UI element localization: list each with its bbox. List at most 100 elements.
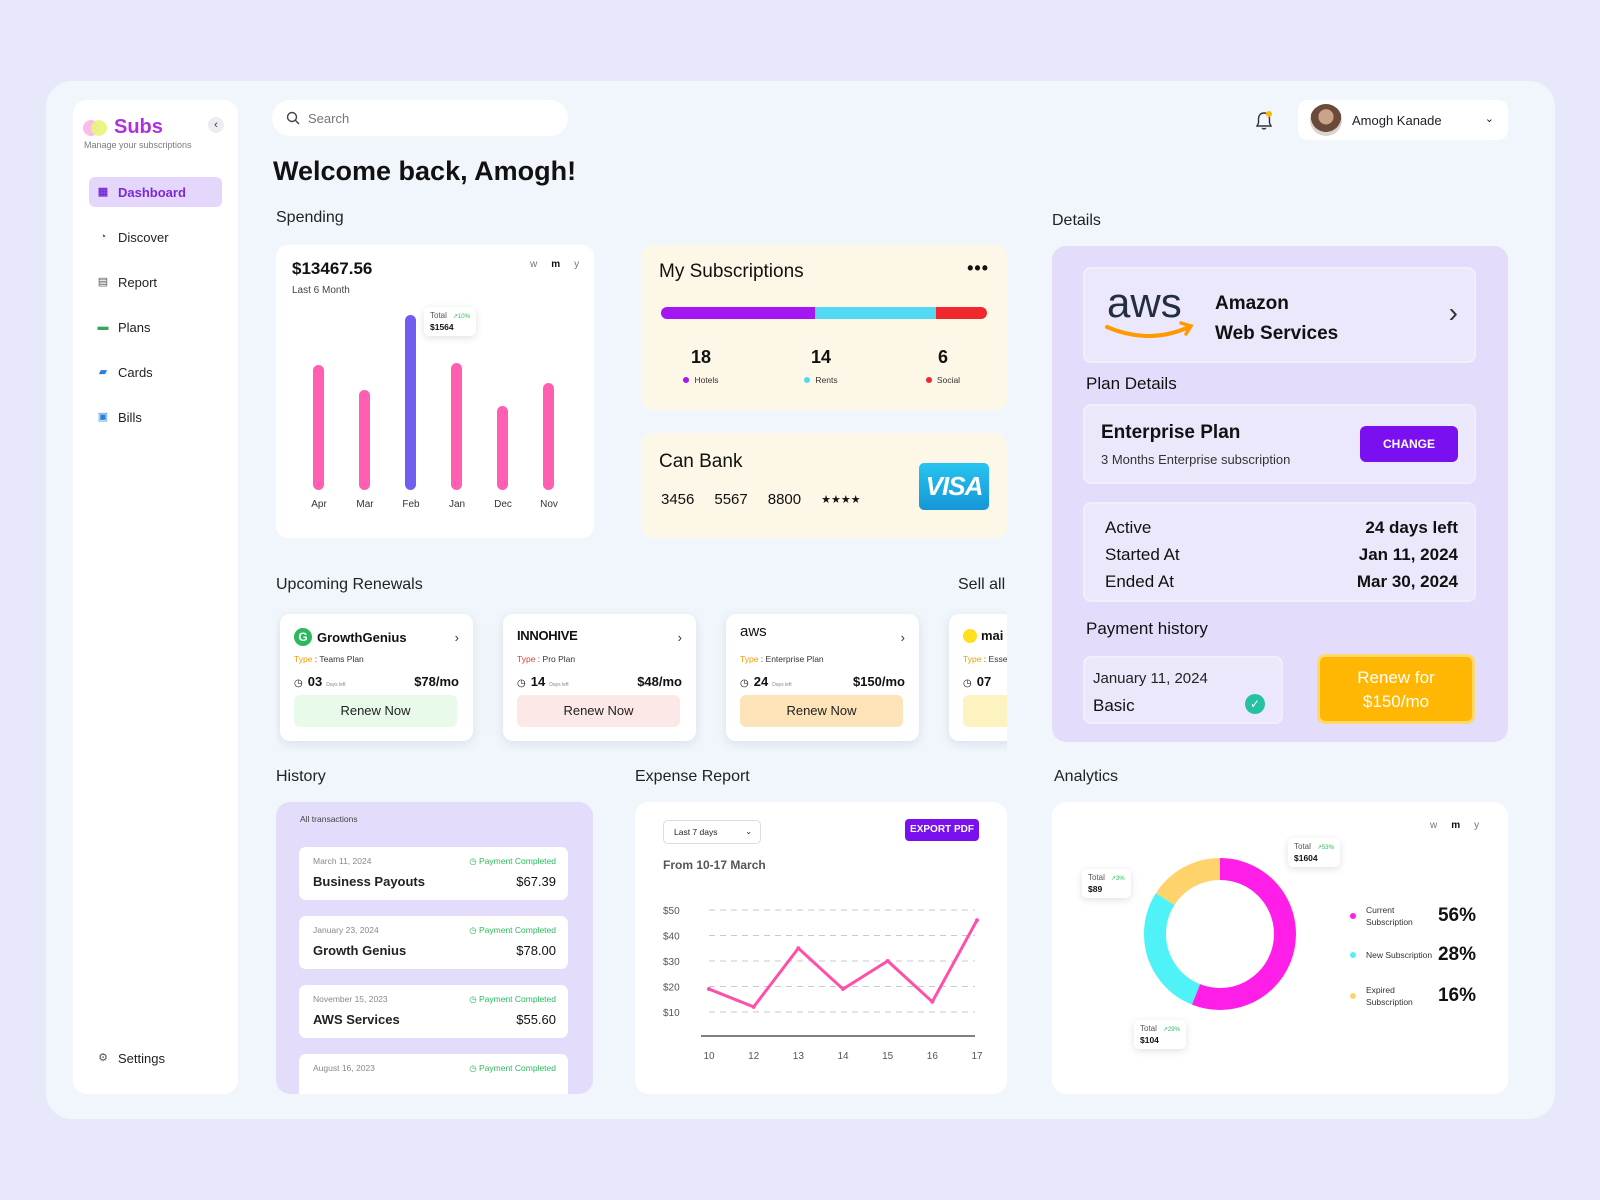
- history-panel: All transactions March 11, 2024 ◷ Paymen…: [276, 802, 593, 1094]
- chevron-right-icon[interactable]: ›: [454, 630, 459, 645]
- series-line: [707, 918, 979, 1009]
- bar-apr[interactable]: [313, 365, 324, 490]
- stat-rents: 14 Rents: [781, 347, 861, 385]
- chevron-right-icon[interactable]: ›: [677, 630, 682, 645]
- app-tagline: Manage your subscriptions: [84, 140, 192, 150]
- bar-jan[interactable]: [451, 362, 462, 490]
- bar-dec[interactable]: [497, 406, 508, 490]
- analytics-tooltip: Total ↗29% $104: [1134, 1020, 1186, 1049]
- range-month[interactable]: m: [551, 259, 561, 270]
- range-week[interactable]: w: [530, 259, 538, 270]
- renewal-name: INNOHIVE: [517, 628, 578, 643]
- plan-details-title: Plan Details: [1086, 374, 1177, 393]
- data-point[interactable]: [707, 987, 711, 992]
- card-number-part: 5567: [714, 491, 748, 508]
- bar-mar[interactable]: [359, 390, 370, 490]
- data-point[interactable]: [796, 946, 801, 951]
- history-date: March 11, 2024: [313, 856, 372, 866]
- renewal-card[interactable]: INNOHIVE › Type : Pro Plan ◷ 14 Days left …: [503, 614, 696, 741]
- clock-icon: ◷: [294, 678, 303, 689]
- data-point[interactable]: [975, 918, 979, 923]
- data-point[interactable]: [885, 959, 890, 963]
- renewal-card[interactable]: aws › Type : Enterprise Plan ◷ 24 Days lef…: [726, 614, 919, 741]
- range-month[interactable]: m: [1451, 820, 1461, 831]
- sidebar-item-bills[interactable]: ▣ Bills: [89, 402, 222, 432]
- renew-now-button[interactable]: [963, 695, 1007, 727]
- bar-label: Apr: [311, 499, 327, 510]
- search-input[interactable]: [308, 110, 538, 126]
- date-range-select[interactable]: Last 7 days ⌄: [663, 820, 761, 844]
- collapse-sidebar-icon[interactable]: ‹: [208, 117, 224, 133]
- status-value: 24 days left: [1365, 518, 1458, 537]
- history-amount: $78.00: [516, 943, 556, 958]
- clock-icon: ◷: [469, 994, 479, 1004]
- sidebar-item-settings[interactable]: ⚙ Settings: [89, 1043, 222, 1073]
- tooltip-value: $104: [1140, 1035, 1159, 1045]
- renewal-card[interactable]: G GrowthGenius › Type : Teams Plan ◷ 03 Day…: [280, 614, 473, 741]
- renewal-days: 24: [753, 674, 769, 689]
- chevron-right-icon[interactable]: ›: [1448, 297, 1458, 328]
- tooltip-label: Total: [1088, 873, 1105, 882]
- donut-slice-2[interactable]: [1144, 858, 1296, 1010]
- renew-now-button[interactable]: Renew Now: [517, 695, 680, 727]
- tooltip-label: Total: [430, 311, 447, 320]
- app-logo[interactable]: Subs: [83, 116, 163, 139]
- bank-card[interactable]: Can Bank 3456 5567 8800 ★★★★ VISA: [641, 433, 1007, 538]
- user-menu[interactable]: Amogh Kanade ⌄: [1298, 100, 1508, 140]
- list-item[interactable]: August 16, 2023 ◷ Payment Completed: [299, 1054, 568, 1094]
- bar-feb[interactable]: [405, 315, 416, 490]
- chevron-right-icon[interactable]: ›: [900, 630, 905, 645]
- sidebar-item-cards[interactable]: ▰ Cards: [89, 357, 222, 387]
- range-week[interactable]: w: [1430, 820, 1438, 831]
- see-all-link[interactable]: Sell all: [958, 576, 1006, 593]
- visa-logo: VISA: [919, 463, 989, 510]
- export-pdf-button[interactable]: EXPORT PDF: [905, 819, 979, 841]
- renewal-days: 14: [530, 674, 546, 689]
- renew-button[interactable]: Renew for $150/mo: [1317, 654, 1475, 724]
- legend-label: Expired Subscription: [1366, 985, 1413, 1007]
- renew-now-button[interactable]: Renew Now: [740, 695, 903, 727]
- chevron-down-icon: ⌄: [1484, 113, 1494, 125]
- sidebar-item-report[interactable]: ▤ Report: [89, 267, 222, 297]
- spending-tooltip: Total ↗10% $1564: [424, 307, 476, 336]
- subscriptions-title: My Subscriptions: [659, 261, 804, 282]
- x-tick-label: 15: [882, 1051, 894, 1062]
- y-tick-label: $50: [663, 906, 680, 917]
- renewal-card[interactable]: mai Type : Esse ◷ 07: [949, 614, 1007, 741]
- analytics-range-toggle: w m y: [1430, 820, 1479, 831]
- sidebar-item-discover[interactable]: ◔ Discover: [89, 222, 222, 252]
- donut-slice-1[interactable]: [1144, 858, 1296, 1010]
- renew-now-button[interactable]: Renew Now: [294, 695, 457, 727]
- data-point[interactable]: [751, 1004, 756, 1009]
- data-point[interactable]: [930, 999, 935, 1004]
- history-name: Business Payouts: [313, 874, 425, 889]
- type-label: Type: [517, 654, 536, 664]
- subscriptions-progress-bar: [661, 307, 987, 319]
- legend-current: Current Subscription 56%: [1350, 904, 1476, 928]
- list-item[interactable]: November 15, 2023 ◷ Payment Completed AW…: [299, 985, 568, 1038]
- search-bar[interactable]: [272, 100, 568, 136]
- range-year[interactable]: y: [1474, 820, 1480, 831]
- gear-icon: ⚙: [98, 1052, 108, 1064]
- analytics-title: Analytics: [1054, 768, 1119, 785]
- status-value: Jan 11, 2024: [1358, 545, 1458, 564]
- payment-history-item[interactable]: January 11, 2024 Basic ✓: [1083, 656, 1283, 724]
- sidebar-item-dashboard[interactable]: ▦ Dashboard: [89, 177, 222, 207]
- more-options-icon[interactable]: •••: [967, 258, 989, 278]
- renewals-carousel: G GrowthGenius › Type : Teams Plan ◷ 03 Day…: [276, 600, 1007, 760]
- notification-bell-icon[interactable]: [1254, 110, 1274, 132]
- sidebar-item-plans[interactable]: ▬ Plans: [89, 312, 222, 342]
- list-item[interactable]: March 11, 2024 ◷ Payment Completed Busin…: [299, 847, 568, 900]
- list-item[interactable]: January 23, 2024 ◷ Payment Completed Gro…: [299, 916, 568, 969]
- range-year[interactable]: y: [574, 259, 580, 270]
- change-plan-button[interactable]: CHANGE: [1360, 426, 1458, 462]
- x-tick-label: 17: [971, 1051, 983, 1062]
- provider-card[interactable]: aws Amazon Web Services ›: [1083, 267, 1476, 363]
- renewal-type: Enterprise Plan: [765, 654, 824, 664]
- tooltip-value: $89: [1088, 884, 1103, 894]
- sidebar-item-label: Dashboard: [118, 184, 186, 200]
- data-point[interactable]: [841, 987, 845, 992]
- spending-subtitle: Last 6 Month: [292, 285, 350, 296]
- status-row-active: Active 24 days left: [1105, 518, 1458, 538]
- bar-nov[interactable]: [543, 382, 554, 490]
